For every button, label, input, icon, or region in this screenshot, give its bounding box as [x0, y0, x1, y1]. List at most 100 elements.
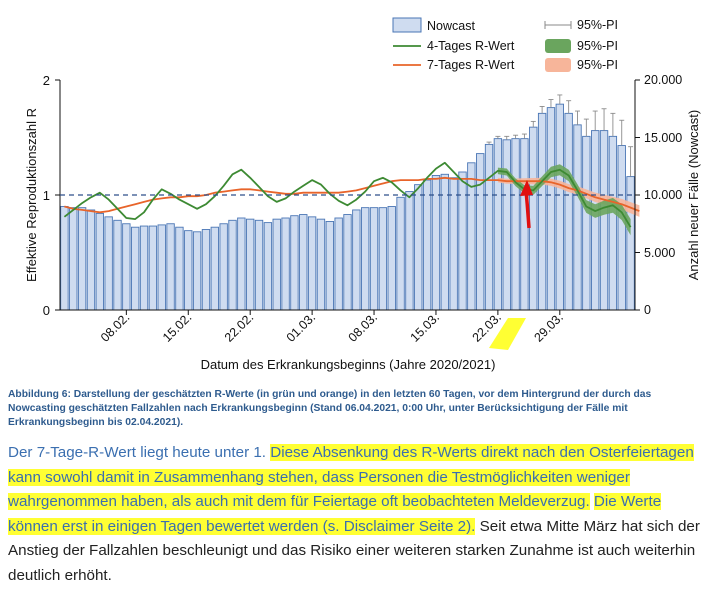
nowcast-bar — [263, 222, 273, 311]
legend-pi-r7-swatch — [545, 58, 571, 72]
legend-pi-r7-label: 95%-PI — [577, 58, 618, 72]
nowcast-bar — [77, 207, 87, 311]
x-tick-label: 15.02. — [160, 310, 194, 344]
nowcast-bar — [546, 107, 556, 311]
nowcast-bar — [139, 225, 149, 311]
right-axis-title: Anzahl neuer Fälle (Nowcast) — [686, 110, 701, 281]
red-arrow-annotation — [520, 180, 533, 229]
right-tick-label: 20.000 — [644, 73, 682, 87]
nowcast-bar — [246, 218, 255, 311]
nowcast-pi-whisker — [575, 110, 580, 125]
nowcast-bar — [387, 206, 396, 311]
nowcast-bar — [573, 124, 582, 311]
legend-nowcast-label: Nowcast — [427, 19, 475, 33]
right-tick-label: 10.000 — [644, 188, 682, 202]
nowcast-pi-whisker — [530, 120, 536, 128]
highlight-mark — [489, 318, 526, 350]
nowcast-bar — [157, 224, 166, 311]
right-tick-label: 5.000 — [644, 246, 675, 260]
legend: Nowcast 4-Tages R-Wert 7-Tages R-Wert 95… — [392, 17, 618, 72]
nowcast-pi-whisker — [521, 133, 527, 139]
left-axis-title: Effektive Reproduktionszahl R — [24, 108, 39, 282]
nowcast-bar — [299, 214, 308, 311]
nowcast-pi-whisker — [592, 110, 598, 131]
nowcast-bar — [113, 219, 122, 311]
nowcast-pi-whisker — [504, 135, 510, 140]
figure-caption: Abbildung 6: Darstellung der geschätzten… — [8, 389, 652, 428]
nowcast-pi-whisker — [495, 135, 501, 139]
nowcast-bar — [599, 130, 609, 311]
nowcast-bar — [502, 139, 511, 311]
nowcast-bar — [564, 112, 573, 311]
right-tick-label: 0 — [644, 303, 651, 317]
nowcast-bar — [493, 138, 503, 311]
nowcast-bar — [582, 135, 591, 311]
nowcast-bar — [361, 207, 370, 311]
nowcast-bar — [414, 184, 423, 311]
left-tick-label: 0 — [43, 303, 50, 318]
nowcast-bar — [343, 214, 352, 311]
nowcast-bar — [307, 216, 317, 311]
legend-nowcast-swatch — [392, 17, 422, 33]
nowcast-pi-whisker — [619, 119, 625, 146]
x-tick-label: 01.03. — [284, 310, 318, 344]
nowcast-pi-whisker — [486, 141, 492, 145]
legend-pi-r4-swatch — [545, 39, 571, 53]
nowcast-pi-whisker — [583, 118, 589, 137]
x-axis-title: Datum des Erkrankungsbeginns (Jahre 2020… — [201, 357, 496, 372]
nowcast-bars — [60, 94, 635, 311]
nowcast-bar — [537, 112, 547, 311]
nowcast-bar — [281, 217, 290, 311]
nowcast-bar — [352, 209, 361, 311]
legend-pi-bar-label: 95%-PI — [577, 18, 618, 32]
nowcast-pi-whisker — [513, 134, 519, 139]
nowcast-bar — [325, 220, 334, 311]
body-paragraph: Der 7-Tage-R-Wert liegt heute unter 1. D… — [8, 441, 714, 588]
nowcast-bar — [431, 174, 441, 311]
nowcast-bar — [201, 229, 211, 311]
nowcast-bar — [458, 171, 467, 311]
x-tick-label: 08.02. — [98, 310, 132, 344]
nowcast-bar — [608, 135, 618, 311]
nowcast-pi-whisker — [557, 94, 563, 105]
nowcast-bar — [69, 207, 78, 311]
nowcast-bar — [555, 103, 564, 311]
nowcast-bar — [484, 143, 494, 311]
nowcast-pi-whisker — [566, 100, 572, 114]
x-tick-label: 22.02. — [222, 310, 256, 344]
left-tick-label: 1 — [43, 188, 50, 203]
nowcast-bar — [237, 217, 246, 311]
nowcast-bar — [148, 225, 158, 311]
nowcast-bar — [95, 212, 104, 311]
nowcast-bar — [591, 130, 600, 311]
nowcast-bar — [617, 145, 626, 311]
nowcast-pi-whisker — [601, 108, 607, 131]
nowcast-bar — [511, 138, 520, 311]
nowcast-bar — [272, 218, 281, 311]
nowcast-bar — [626, 176, 635, 311]
nowcast-bar — [86, 209, 96, 311]
nowcast-bar — [378, 207, 388, 311]
r7-line — [64, 176, 640, 214]
right-tick-label: 15.000 — [644, 131, 682, 145]
nowcast-bar — [192, 231, 202, 311]
sentence-1: Der 7-Tage-R-Wert liegt heute unter 1. — [8, 444, 267, 461]
nowcast-bar — [290, 215, 299, 311]
nowcast-bar — [254, 219, 264, 311]
left-tick-label: 2 — [43, 73, 50, 88]
nowcast-bar — [422, 179, 432, 311]
nowcast-bar — [175, 226, 184, 311]
nowcast-pi-whisker — [539, 105, 545, 114]
legend-pi-r4-label: 95%-PI — [577, 39, 618, 53]
nowcast-bar — [369, 207, 379, 311]
nowcast-bar — [60, 206, 69, 311]
nowcast-bar — [210, 226, 219, 311]
nowcast-pi-whisker — [628, 146, 634, 177]
nowcast-bar — [122, 223, 131, 311]
x-tick-label: 15.03. — [408, 310, 442, 344]
nowcast-pi-whisker — [548, 99, 554, 108]
nowcast-bar — [184, 230, 193, 311]
nowcast-bar — [316, 218, 326, 311]
r4-line — [63, 161, 632, 228]
nowcast-bar — [449, 177, 458, 311]
